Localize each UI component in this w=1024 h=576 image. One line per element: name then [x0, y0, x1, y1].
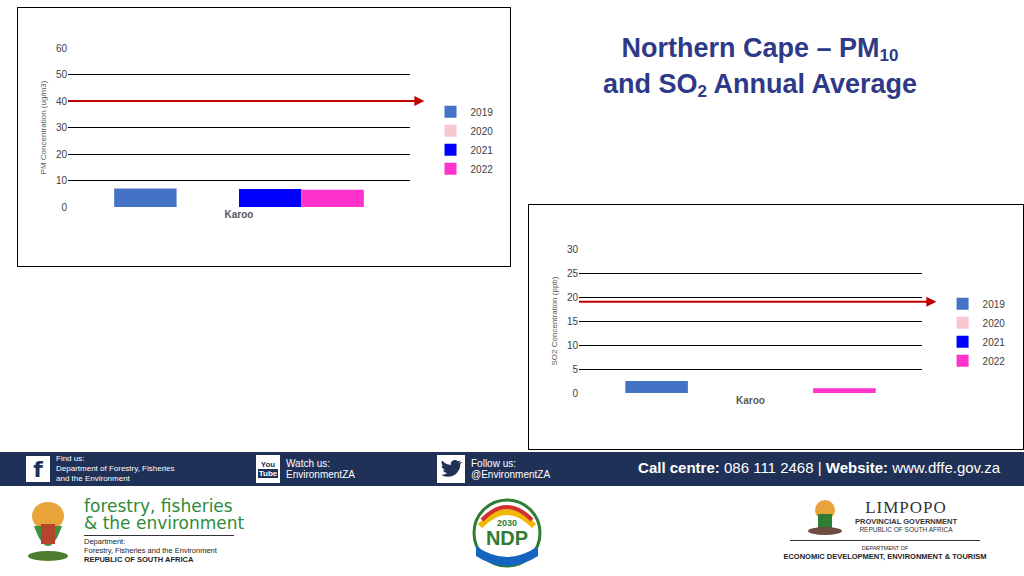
svg-text:5: 5 — [572, 364, 578, 375]
html-text:Department of Forestry, Fisher: Department of Forestry, Fisheries — [56, 464, 175, 473]
svg-text:20: 20 — [567, 292, 579, 303]
svg-text:60: 60 — [56, 43, 68, 54]
html-text:DEPARTMENT OF: DEPARTMENT OF — [861, 545, 909, 551]
svg-text:10: 10 — [567, 340, 579, 351]
svg-text:2022: 2022 — [471, 164, 494, 175]
html-text:NDP: NDP — [485, 527, 529, 549]
html-text:2030: 2030 — [497, 518, 517, 528]
svg-text:PM Concentration (ug/m3): PM Concentration (ug/m3) — [39, 80, 48, 174]
svg-text:40: 40 — [56, 96, 68, 107]
svg-text:30: 30 — [567, 244, 579, 255]
html-text:ECONOMIC DEVELOPMENT, ENVIRONM: ECONOMIC DEVELOPMENT, ENVIRONMENT & TOUR… — [783, 552, 987, 561]
html-text:& the environment: & the environment — [84, 513, 245, 533]
html-text:and SO2Annual Average: and SO2Annual Average — [603, 69, 917, 101]
svg-text:Karoo: Karoo — [225, 209, 254, 220]
html-text:Northern Cape – PM10: Northern Cape – PM10 — [621, 33, 899, 65]
svg-text:50: 50 — [56, 69, 68, 80]
svg-text:20: 20 — [56, 149, 68, 160]
html-text:Tube: Tube — [258, 469, 278, 478]
html-text:PROVINCIAL GOVERNMENT: PROVINCIAL GOVERNMENT — [855, 517, 957, 526]
html-text:@EnvironmentZA: @EnvironmentZA — [471, 469, 551, 480]
html-text:Watch us:: Watch us: — [286, 458, 331, 469]
html-text:Find us:: Find us: — [56, 454, 85, 463]
html-text:REPUBLIC OF SOUTH AFRICA: REPUBLIC OF SOUTH AFRICA — [84, 555, 194, 564]
svg-text:30: 30 — [56, 122, 68, 133]
html-text:f: f — [33, 456, 43, 482]
html-text:Forestry, Fisheries and the En: Forestry, Fisheries and the Environment — [84, 546, 217, 555]
svg-text:SO2 Concentration (ppb): SO2 Concentration (ppb) — [550, 276, 559, 365]
html-text:and the Environment: and the Environment — [56, 474, 130, 483]
html-text:forestry, fisheries: forestry, fisheries — [84, 496, 233, 516]
svg-text:10: 10 — [56, 175, 68, 186]
html-text:EnvironmentZA: EnvironmentZA — [286, 469, 355, 480]
svg-text:2019: 2019 — [471, 107, 494, 118]
svg-text:2020: 2020 — [983, 318, 1006, 329]
html-text:Call centre: 086 111 2468 | We: Call centre: 086 111 2468 | Website: www… — [638, 459, 1000, 476]
svg-text:15: 15 — [567, 316, 579, 327]
svg-text:2020: 2020 — [471, 126, 494, 137]
html-text:Department:: Department: — [84, 537, 126, 546]
svg-text:Karoo: Karoo — [736, 395, 765, 406]
svg-text:25: 25 — [567, 268, 579, 279]
svg-text:2021: 2021 — [983, 337, 1006, 348]
svg-text:2019: 2019 — [983, 299, 1006, 310]
html-text:REPUBLIC OF SOUTH AFRICA: REPUBLIC OF SOUTH AFRICA — [859, 525, 953, 533]
svg-text:0: 0 — [61, 202, 67, 213]
svg-text:0: 0 — [572, 388, 578, 399]
svg-text:2022: 2022 — [983, 356, 1006, 367]
svg-text:2021: 2021 — [471, 145, 494, 156]
html-text:Follow us:: Follow us: — [471, 458, 516, 469]
html-text:LIMPOPO: LIMPOPO — [865, 498, 947, 517]
html-text:You: You — [260, 460, 276, 469]
